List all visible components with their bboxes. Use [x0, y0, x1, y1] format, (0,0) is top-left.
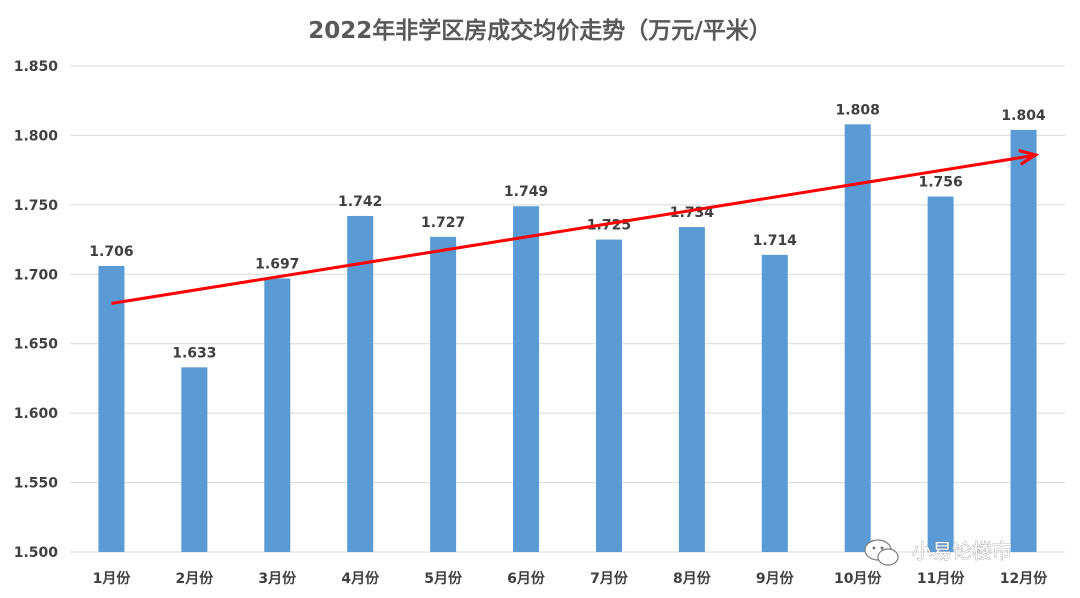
data-label: 1.749: [504, 184, 548, 200]
data-label: 1.697: [255, 256, 299, 272]
x-tick-label: 4月份: [341, 570, 380, 587]
data-label: 1.714: [753, 233, 798, 249]
y-tick-label: 1.500: [14, 545, 59, 561]
bar: [513, 206, 540, 552]
x-tick-label: 5月份: [424, 570, 463, 587]
y-tick-label: 1.700: [14, 267, 59, 283]
data-label: 1.706: [89, 244, 133, 260]
x-tick-label: 11月份: [917, 570, 965, 587]
data-label: 1.727: [421, 215, 465, 231]
x-tick-label: 8月份: [673, 570, 712, 587]
x-axis: 1月份 2月份 3月份 4月份 5月份 6月份 7月份 8月份 9月份 10月份 11月份 12月份: [93, 570, 1049, 587]
bars: [98, 124, 1037, 553]
x-tick-label: 10月份: [834, 570, 882, 587]
bar: [844, 124, 871, 552]
bar: [430, 236, 457, 552]
y-tick-label: 1.550: [14, 476, 59, 492]
data-label: 1.633: [172, 345, 216, 361]
wechat-icon: [864, 539, 899, 566]
x-tick-label: 3月份: [258, 570, 297, 587]
bar: [927, 196, 954, 553]
bar: [1010, 129, 1037, 553]
watermark: 小易论楼市: [864, 539, 1012, 566]
trend-arrow: [111, 149, 1040, 305]
x-tick-label: 9月份: [756, 570, 795, 587]
bar: [347, 215, 374, 553]
x-tick-label: 7月份: [590, 570, 629, 587]
trend-arrowhead: [1018, 149, 1040, 166]
y-tick-label: 1.800: [14, 128, 59, 144]
watermark-text: 小易论楼市: [912, 539, 1012, 563]
bar: [761, 254, 788, 553]
x-tick-label: 2月份: [176, 570, 215, 587]
y-tick-label: 1.850: [14, 59, 59, 75]
y-axis: 1.500 1.550 1.600 1.650 1.700 1.750 1.800 1.850: [14, 59, 59, 561]
trend-line: [111, 154, 1032, 305]
data-labels: 1.7061.6331.6971.7421.7271.7491.7251.734…: [89, 102, 1046, 361]
x-tick-label: 1月份: [93, 570, 132, 587]
y-tick-label: 1.600: [14, 406, 59, 422]
bar: [595, 239, 622, 553]
bar: [181, 367, 208, 552]
data-label: 1.742: [338, 194, 382, 210]
bar: [264, 278, 291, 552]
bar: [98, 265, 125, 552]
x-tick-label: 6月份: [507, 570, 546, 587]
chart-title: 2022年非学区房成交均价走势（万元/平米）: [308, 17, 771, 44]
x-tick-label: 12月份: [1000, 570, 1048, 587]
y-tick-label: 1.750: [14, 198, 59, 214]
gridlines: [70, 65, 1065, 553]
data-label: 1.804: [1001, 108, 1046, 124]
data-label: 1.808: [836, 102, 880, 118]
bar: [678, 227, 705, 552]
data-label: 1.756: [918, 175, 962, 191]
y-tick-label: 1.650: [14, 337, 59, 353]
